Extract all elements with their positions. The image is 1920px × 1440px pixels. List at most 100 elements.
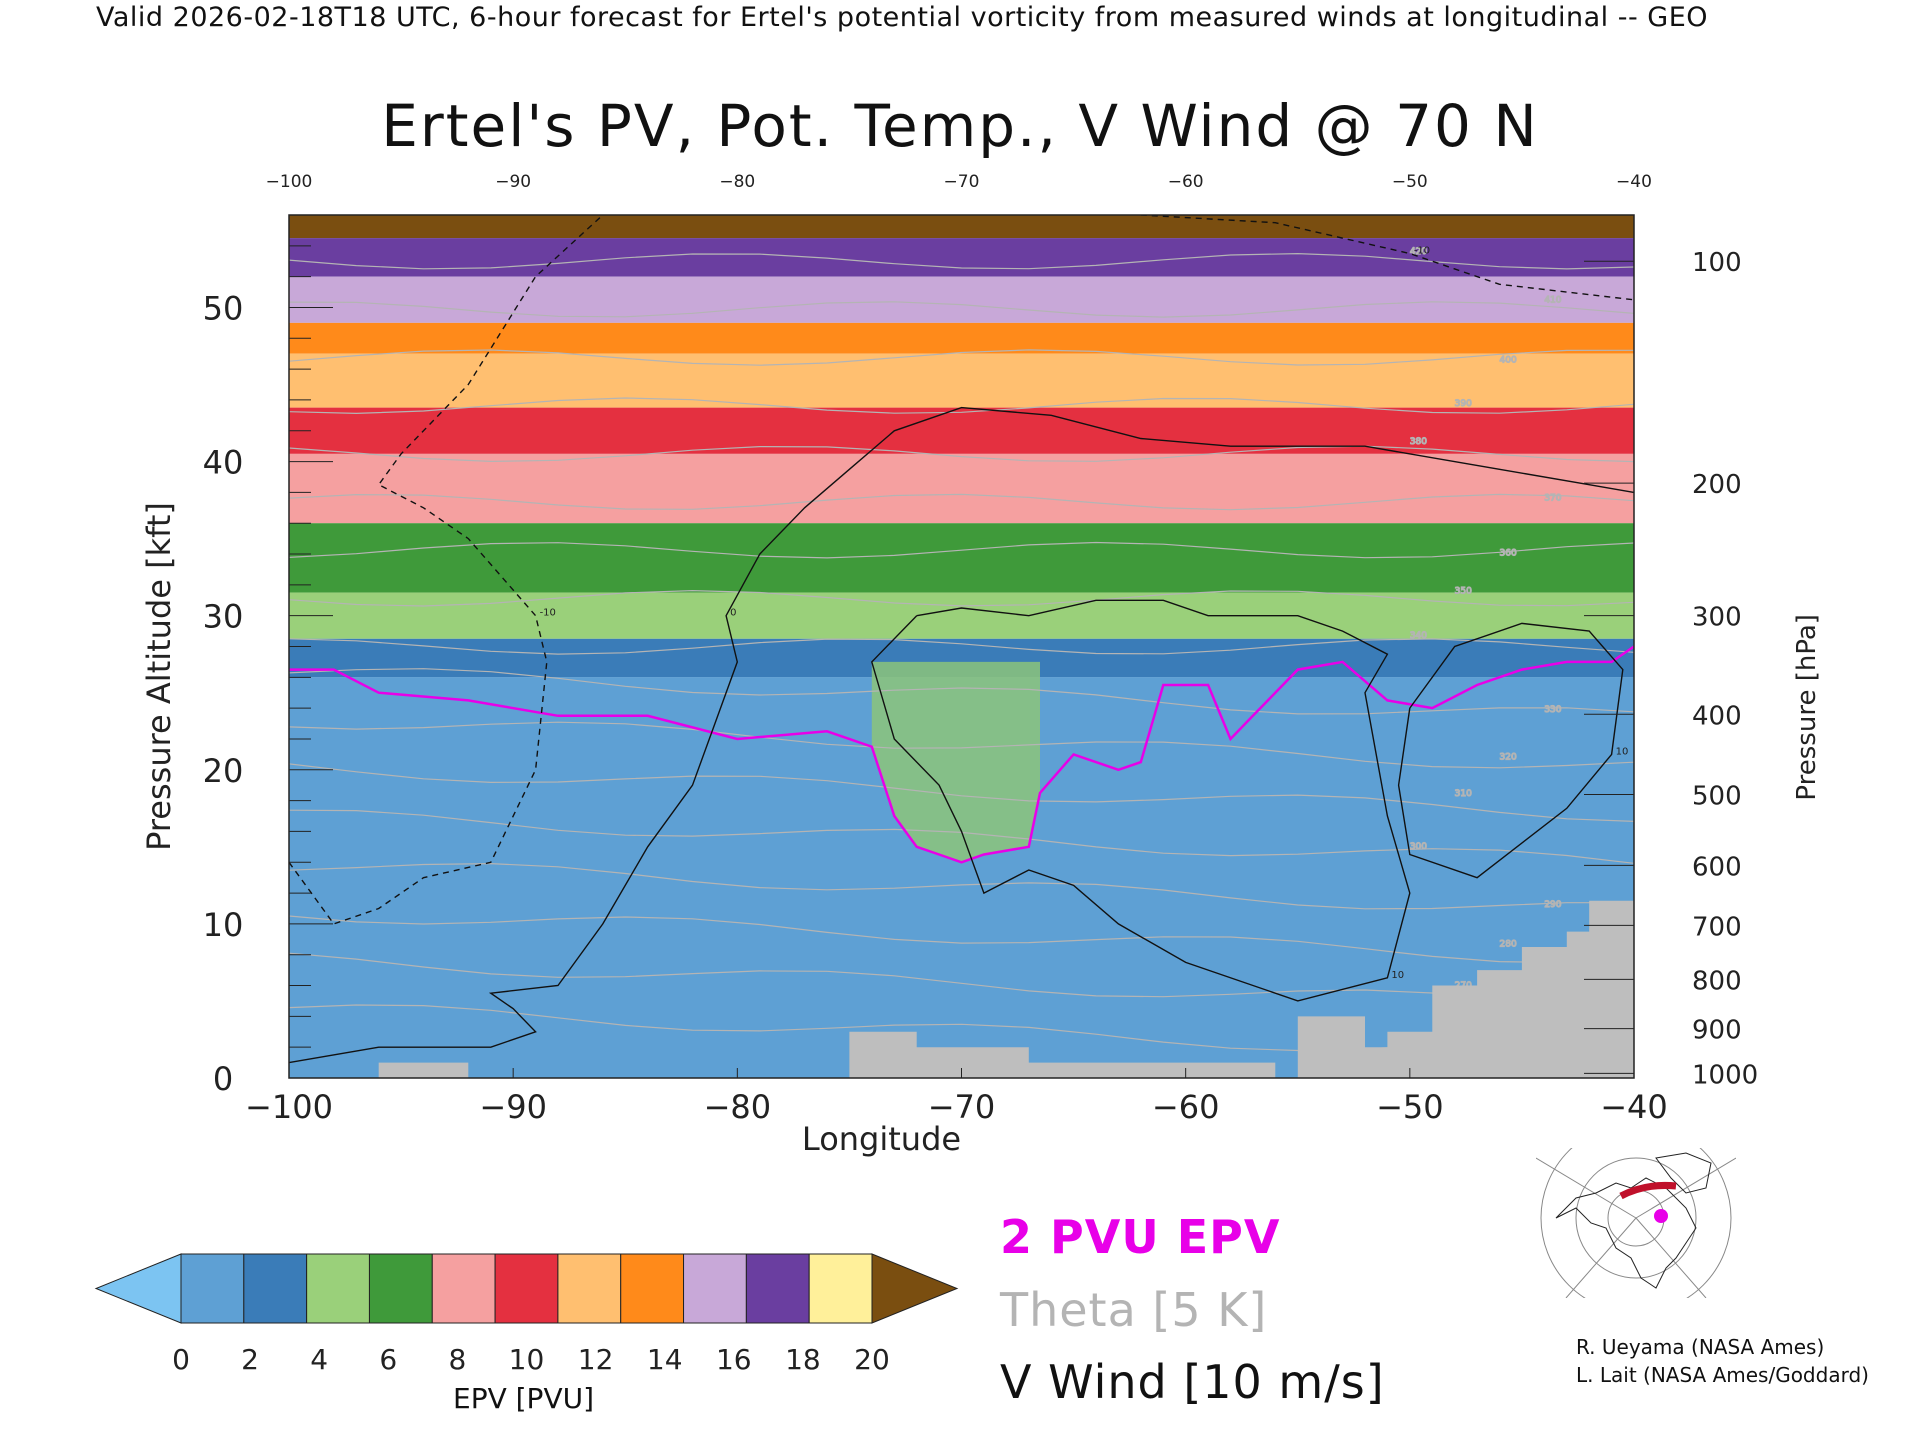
top-tick-label: −50 [1392, 172, 1428, 192]
wind-contour [1397, 622, 1624, 879]
credit-line-2: L. Lait (NASA Ames/Goddard) [1576, 1363, 1869, 1387]
theta-contour-label: 390 [1455, 399, 1472, 409]
colorbar-tick-label: 12 [578, 1343, 614, 1376]
colorbar-tick-label: 14 [647, 1343, 683, 1376]
theta-contour-label: 350 [1455, 586, 1472, 596]
legend-epv-label: 2 PVU EPV [1000, 1210, 1281, 1264]
x-tick-label: −90 [479, 1088, 547, 1126]
theta-contour [289, 589, 1634, 607]
epv-2pvu-contour [289, 645, 1634, 864]
x-tick-label: −100 [245, 1088, 333, 1126]
colorbar-segment [494, 1253, 559, 1324]
theta-contours: 2602702802903003103203303403503603703803… [289, 247, 1634, 1052]
y-tick-label: 0 [213, 1060, 233, 1098]
x-tick-label: −60 [1152, 1088, 1220, 1126]
theta-contour-label: 380 [1410, 437, 1427, 447]
theta-contour [289, 763, 1634, 822]
epv-band [289, 276, 1634, 323]
colorbar-segment [620, 1253, 685, 1324]
epv-band [289, 453, 1634, 524]
epv-band [289, 238, 1634, 277]
colorbar-tick-label: 16 [716, 1343, 752, 1376]
wind-contour-label: 10 [1391, 970, 1404, 981]
legend-wind-label: V Wind [10 m/s] [1000, 1355, 1385, 1409]
wind-contour [289, 406, 1634, 1064]
pressure-tick-label: 700 [1692, 912, 1742, 942]
pressure-tick-label: 800 [1692, 966, 1742, 996]
theta-contour-label: 400 [1500, 355, 1517, 365]
colorbar-tick-label: 10 [509, 1343, 545, 1376]
pressure-tick-label: 400 [1692, 701, 1742, 731]
colorbar-under-arrow [94, 1253, 182, 1324]
theta-contour [289, 301, 1634, 318]
colorbar-label: EPV [PVU] [453, 1382, 595, 1415]
colorbar-tick-label: 8 [448, 1343, 466, 1376]
chart-title: Ertel's PV, Pot. Temp., V Wind @ 70 N [381, 92, 1539, 160]
colorbar: 0 2 4 6 8 10 12 14 16 18 20 [94, 1253, 959, 1376]
theta-contour-label: 420 [1410, 247, 1427, 257]
top-tick-label: −80 [719, 172, 755, 192]
colorbar-segment [431, 1253, 496, 1324]
colorbar-segment [243, 1253, 308, 1324]
theta-contour [289, 638, 1634, 655]
theta-contour-label: 330 [1544, 705, 1561, 715]
plot-area: 2602702802903003103203303403503603703803… [289, 215, 1634, 1078]
wind-contour [289, 215, 604, 925]
y-tick-label: 10 [203, 906, 244, 944]
epv-band [289, 523, 1634, 593]
legend-theta-label: Theta [5 K] [1000, 1283, 1268, 1337]
pressure-axis-label: Pressure [hPa] [1792, 614, 1822, 801]
theta-contour-label: 360 [1500, 549, 1517, 559]
epv-tongue [871, 661, 1040, 863]
wind-contour-label: -10 [1414, 246, 1430, 257]
x-axis-label: Longitude [802, 1120, 961, 1158]
theta-contour-label: 290 [1544, 900, 1561, 910]
top-tick-label: −40 [1616, 172, 1652, 192]
x-tick-label: −70 [928, 1088, 996, 1126]
top-tick-label: −60 [1168, 172, 1204, 192]
epv-band [289, 353, 1634, 408]
theta-contour-label: 340 [1410, 631, 1427, 641]
wind-contour [871, 599, 1411, 1002]
epv-band [289, 407, 1634, 454]
wind-contour [1140, 215, 1634, 301]
theta-contour [289, 493, 1634, 511]
pressure-tick-label: 200 [1692, 470, 1742, 500]
theta-contour [289, 541, 1634, 559]
terrain [356, 900, 1634, 1078]
axes: −100 −100 −90 −90 −80 −80 −70 −70 −60 −60 −50 −50 −4… [140, 172, 1822, 1158]
theta-contour-label: 370 [1544, 493, 1561, 503]
pressure-tick-label: 1000 [1692, 1060, 1758, 1090]
theta-contour-label: 410 [1544, 296, 1561, 306]
theta-contour [289, 445, 1634, 463]
theta-contour-label: 310 [1455, 789, 1472, 799]
y-axis-label: Pressure Altitude [kft] [140, 502, 178, 851]
colorbar-over-arrow [871, 1253, 959, 1324]
theta-contour [289, 721, 1634, 769]
colorbar-segment [180, 1253, 245, 1324]
y-tick-label: 30 [203, 598, 244, 636]
theta-contour [289, 349, 1634, 366]
top-tick-label: −90 [495, 172, 531, 192]
colorbar-segment [557, 1253, 622, 1324]
colorbar-tick-label: 0 [172, 1343, 190, 1376]
x-tick-label: −50 [1376, 1088, 1444, 1126]
y-tick-label: 20 [203, 752, 244, 790]
colorbar-segment [368, 1253, 433, 1324]
theta-contour [289, 862, 1634, 910]
y-tick-label: 40 [203, 444, 244, 482]
colorbar-tick-label: 20 [854, 1343, 890, 1376]
pressure-tick-label: 500 [1692, 781, 1742, 811]
wind-contour-label: 10 [1616, 746, 1629, 757]
colorbar-segment [683, 1253, 747, 1324]
top-tick-label: −70 [944, 172, 980, 192]
locator-map [1536, 1148, 1736, 1298]
x-tick-label: −40 [1600, 1088, 1668, 1126]
colorbar-tick-label: 6 [379, 1343, 397, 1376]
x-tick-label: −80 [704, 1088, 772, 1126]
wind-contour-label: 0 [730, 608, 736, 619]
colorbar-tick-label: 2 [241, 1343, 259, 1376]
pressure-tick-label: 900 [1692, 1016, 1742, 1046]
header-text: Valid 2026-02-18T18 UTC, 6-hour forecast… [96, 2, 1709, 33]
